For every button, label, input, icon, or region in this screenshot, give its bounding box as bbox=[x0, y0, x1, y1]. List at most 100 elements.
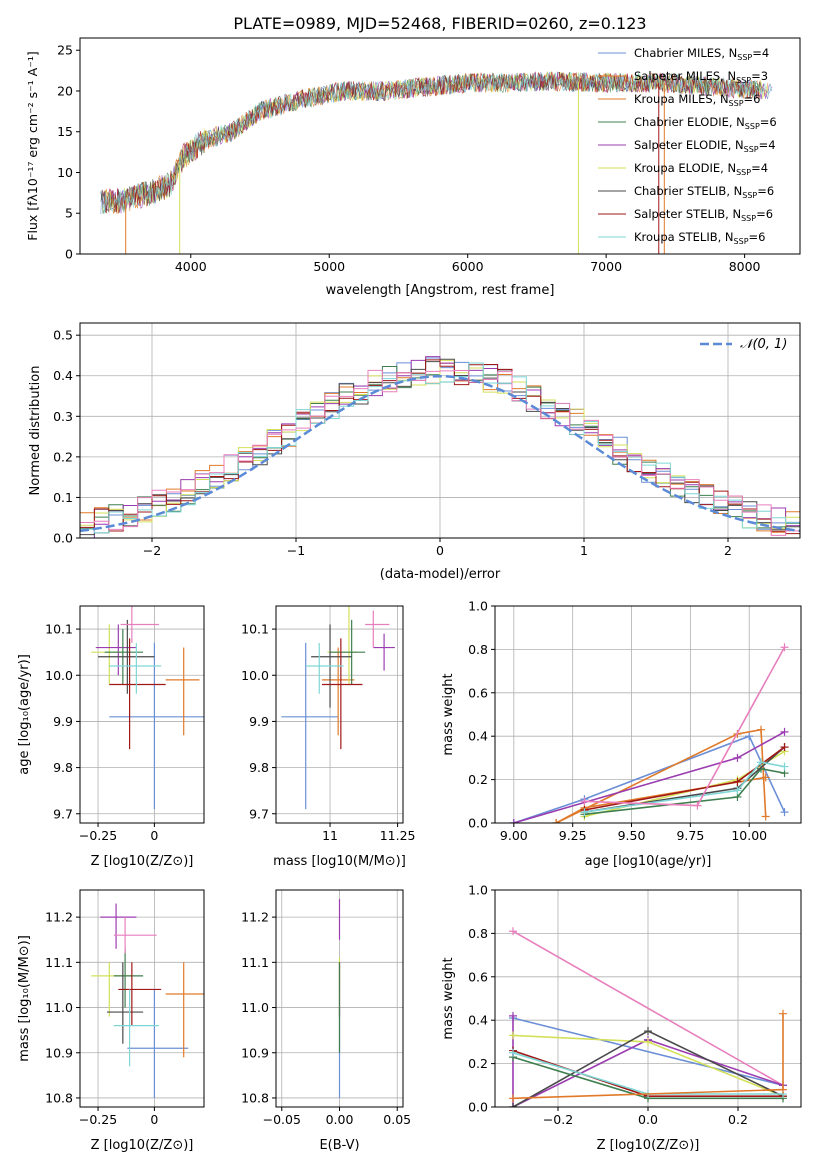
weight-marker-salpeter_stelib bbox=[780, 743, 789, 752]
x-tick-label: −0.2 bbox=[543, 1112, 573, 1127]
weight-marker-kroupa_stelib bbox=[756, 758, 765, 767]
plot-area bbox=[80, 356, 800, 538]
weight-marker-salpeter_miles bbox=[779, 1009, 787, 1018]
axes-frame bbox=[79, 889, 205, 1108]
weight-marker-chabrier_miles bbox=[745, 732, 754, 741]
y-axis-label: Flux [fλ10⁻¹⁷ erg cm⁻² s⁻¹ A⁻¹] bbox=[25, 51, 40, 240]
y-tick-label: 1.0 bbox=[468, 599, 488, 614]
age-vs-mass-panel: 11 11.25 9.7 9.8 9.9 10.0 10.1 mass [log10(M/M⊙… bbox=[241, 605, 416, 869]
weight-marker-pink bbox=[693, 801, 702, 810]
y-axis-label: mass [log₁₀(M/M⊙)] bbox=[17, 935, 32, 1062]
weight-marker-salpeter_miles bbox=[779, 1085, 787, 1094]
weight-marker-chabrier_stelib bbox=[509, 1103, 517, 1107]
normal-curve bbox=[80, 374, 800, 533]
x-tick-label: 9.50 bbox=[618, 828, 646, 843]
y-tick-label: 11.2 bbox=[45, 910, 73, 925]
weight-marker-kroupa_stelib bbox=[509, 1048, 517, 1057]
mass-vs-ebv-panel: −0.05 0.00 0.05 10.8 10.9 11.0 11.1 11.2 E(B-V) bbox=[241, 889, 411, 1153]
y-tick-label: 9.9 bbox=[249, 714, 269, 729]
legend-label: Kroupa STELIB, NSSP=6 bbox=[634, 230, 765, 246]
x-tick-label: 11.25 bbox=[380, 828, 416, 843]
x-tick-label: 0 bbox=[150, 828, 158, 843]
y-tick-label: 11.1 bbox=[241, 955, 269, 970]
x-tick-label: 5000 bbox=[313, 259, 345, 274]
y-tick-label: 9.7 bbox=[53, 806, 73, 821]
axes-frame bbox=[494, 605, 802, 824]
y-tick-label: 15 bbox=[57, 124, 73, 139]
x-tick-label: 1 bbox=[580, 543, 588, 558]
y-tick-label: 10.1 bbox=[241, 622, 269, 637]
y-tick-label: 20 bbox=[57, 83, 73, 98]
weight-marker-chabrier_stelib bbox=[644, 1027, 652, 1036]
weight-marker-pink bbox=[509, 927, 517, 936]
weight-line-chabrier_elodie bbox=[584, 767, 785, 816]
x-tick-label: 9.25 bbox=[559, 828, 587, 843]
weight-line-pink bbox=[584, 646, 786, 807]
legend-label: Salpeter ELODIE, NSSP=4 bbox=[634, 138, 776, 154]
y-tick-label: 9.8 bbox=[53, 760, 73, 775]
x-tick-label: 7000 bbox=[590, 259, 622, 274]
legend-label: Chabrier ELODIE, NSSP=6 bbox=[634, 115, 777, 131]
weight-marker-chabrier_miles bbox=[780, 808, 789, 817]
mass-vs-z-panel: −0.25 0 10.8 10.9 11.0 11.1 11.2 Z [log10(Z/Z⊙)… bbox=[17, 889, 205, 1153]
age-vs-z-panel: −0.25 0 9.7 9.8 9.9 10.0 10.1 Z [log10(Z/Z⊙)] ag… bbox=[17, 605, 205, 869]
y-tick-label: 0.0 bbox=[468, 816, 488, 831]
plot-area bbox=[91, 903, 204, 1098]
y-tick-label: 11.1 bbox=[45, 955, 73, 970]
weight-marker-salpeter_elodie bbox=[509, 819, 518, 823]
weight-line-chabrier_miles bbox=[513, 735, 786, 823]
y-tick-label: 0.6 bbox=[468, 969, 488, 984]
x-tick-label: 2 bbox=[724, 543, 732, 558]
legend-label: Chabrier STELIB, NSSP=6 bbox=[634, 184, 774, 200]
axes-frame bbox=[79, 605, 205, 824]
spectrum-line-kroupa_elodie bbox=[103, 70, 769, 213]
axes-frame bbox=[275, 605, 404, 824]
y-tick-label: 1.0 bbox=[468, 883, 488, 898]
y-tick-label: 0.2 bbox=[53, 449, 73, 464]
weight-vs-age-panel: 9.00 9.25 9.50 9.75 10.00 0.0 0.2 0.4 0.6 0.8 1.0 a… bbox=[441, 599, 802, 869]
weight-marker-pink bbox=[580, 797, 589, 806]
x-axis-label: Z [log10(Z/Z⊙)] bbox=[597, 1138, 700, 1153]
weight-marker-salpeter_miles bbox=[756, 725, 765, 734]
legend-label: Salpeter STELIB, NSSP=6 bbox=[634, 207, 773, 223]
plot-area bbox=[91, 606, 204, 810]
y-tick-label: 10.0 bbox=[45, 668, 73, 683]
y-axis-label: age [log₁₀(age/yr)] bbox=[17, 654, 32, 775]
x-axis-label: Z [log10(Z/Z⊙)] bbox=[91, 854, 194, 869]
weight-line-salpeter_miles bbox=[555, 728, 767, 823]
x-tick-label: 9.75 bbox=[676, 828, 704, 843]
y-tick-label: 0.8 bbox=[468, 642, 488, 657]
figure-title: PLATE=0989, MJD=52468, FIBERID=0260, z=0… bbox=[233, 14, 646, 33]
y-tick-label: 0.2 bbox=[468, 772, 488, 787]
x-tick-label: 8000 bbox=[729, 259, 761, 274]
y-tick-label: 0.5 bbox=[53, 328, 73, 343]
weight-marker-kroupa_stelib bbox=[580, 808, 589, 817]
y-tick-label: 10.9 bbox=[45, 1045, 73, 1060]
x-tick-label: 0.00 bbox=[326, 1112, 354, 1127]
weight-line-kroupa_stelib bbox=[584, 761, 785, 813]
y-tick-label: 0.3 bbox=[53, 409, 73, 424]
x-tick-label: 0 bbox=[436, 543, 444, 558]
y-tick-label: 11.0 bbox=[45, 1000, 73, 1015]
weight-marker-pink bbox=[780, 643, 789, 652]
y-axis-label: mass weight bbox=[441, 673, 456, 755]
y-tick-label: 11.0 bbox=[241, 1000, 269, 1015]
spectrum-line-kroupa_stelib bbox=[103, 71, 772, 214]
weight-marker-kroupa_stelib bbox=[733, 786, 742, 795]
y-tick-label: 0.4 bbox=[53, 368, 73, 383]
plot-area bbox=[100, 70, 773, 254]
weight-marker-kroupa_miles bbox=[761, 773, 770, 782]
x-tick-label: −0.25 bbox=[79, 1112, 117, 1127]
x-axis-label: Z [log10(Z/Z⊙)] bbox=[91, 1138, 194, 1153]
x-tick-label: −1 bbox=[287, 543, 305, 558]
weight-marker-kroupa_elodie bbox=[644, 1037, 652, 1046]
y-tick-label: 25 bbox=[57, 43, 73, 58]
weight-marker-salpeter_elodie bbox=[733, 753, 742, 762]
x-tick-label: 0.05 bbox=[383, 1112, 411, 1127]
x-axis-label: age [log10(age/yr)] bbox=[585, 854, 712, 869]
histogram-kroupa_stelib bbox=[80, 362, 800, 538]
plot-area bbox=[281, 606, 395, 810]
x-tick-label: 6000 bbox=[452, 259, 484, 274]
x-tick-label: 4000 bbox=[175, 259, 207, 274]
y-tick-label: 10.8 bbox=[45, 1090, 73, 1105]
